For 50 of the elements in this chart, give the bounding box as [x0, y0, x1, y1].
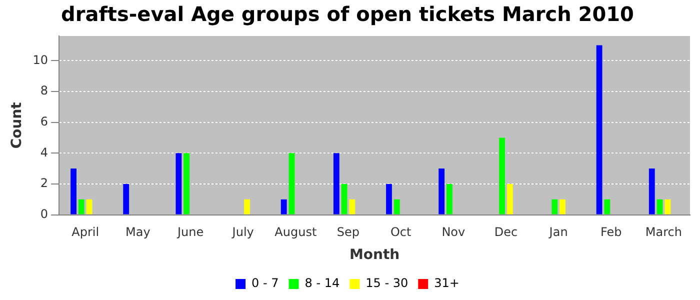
- x-tick-label: August: [274, 225, 317, 240]
- bar: [656, 199, 663, 214]
- bar: [386, 184, 392, 214]
- bar: [333, 153, 340, 214]
- x-tick-label: Dec: [494, 225, 518, 240]
- bar: [664, 199, 671, 214]
- legend-label: 0 - 7: [252, 276, 279, 290]
- x-tick-label: July: [231, 225, 254, 240]
- x-tick-label: Sep: [336, 225, 360, 240]
- legend-label: 15 - 30: [366, 276, 408, 290]
- x-tick-label: March: [645, 225, 682, 240]
- bar: [560, 199, 566, 214]
- y-tick-label: 0: [40, 206, 48, 221]
- bar: [438, 168, 445, 214]
- x-tick-label: Feb: [600, 225, 622, 240]
- x-axis-title: Month: [349, 247, 400, 264]
- bar: [70, 168, 76, 214]
- bar: [78, 199, 84, 214]
- bar: [446, 184, 452, 214]
- y-tick-label: 8: [40, 84, 48, 98]
- x-tick-label: Jan: [548, 225, 568, 240]
- x-tick-label: April: [72, 225, 100, 240]
- bar: [244, 199, 250, 214]
- bar: [552, 199, 558, 214]
- x-tick-label: June: [176, 225, 204, 240]
- bar: [604, 199, 610, 214]
- bar: [341, 184, 348, 214]
- y-tick-label: 4: [40, 145, 48, 160]
- y-tick-label: 6: [40, 114, 48, 128]
- bar: [123, 184, 130, 214]
- x-tick-label: Nov: [442, 225, 466, 240]
- bar: [280, 199, 287, 214]
- y-tick-label: 10: [32, 52, 48, 67]
- bar: [184, 153, 190, 214]
- chart-title: drafts-eval Age groups of open tickets March 2010: [61, 2, 634, 26]
- legend-label: 8 - 14: [304, 276, 340, 290]
- bar: [648, 168, 655, 214]
- y-tick-label: 2: [40, 176, 48, 190]
- bar: [86, 199, 92, 214]
- x-tick-label: Oct: [390, 225, 412, 240]
- legend-label: 31+: [434, 276, 460, 290]
- y-axis-title: Count: [9, 102, 26, 149]
- bar: [288, 153, 295, 214]
- bar: [499, 138, 505, 214]
- bar: [596, 45, 602, 214]
- x-tick-label: May: [126, 225, 150, 240]
- bar: [394, 199, 400, 214]
- bar: [349, 199, 356, 214]
- bar: [506, 184, 513, 214]
- bar: [176, 153, 182, 214]
